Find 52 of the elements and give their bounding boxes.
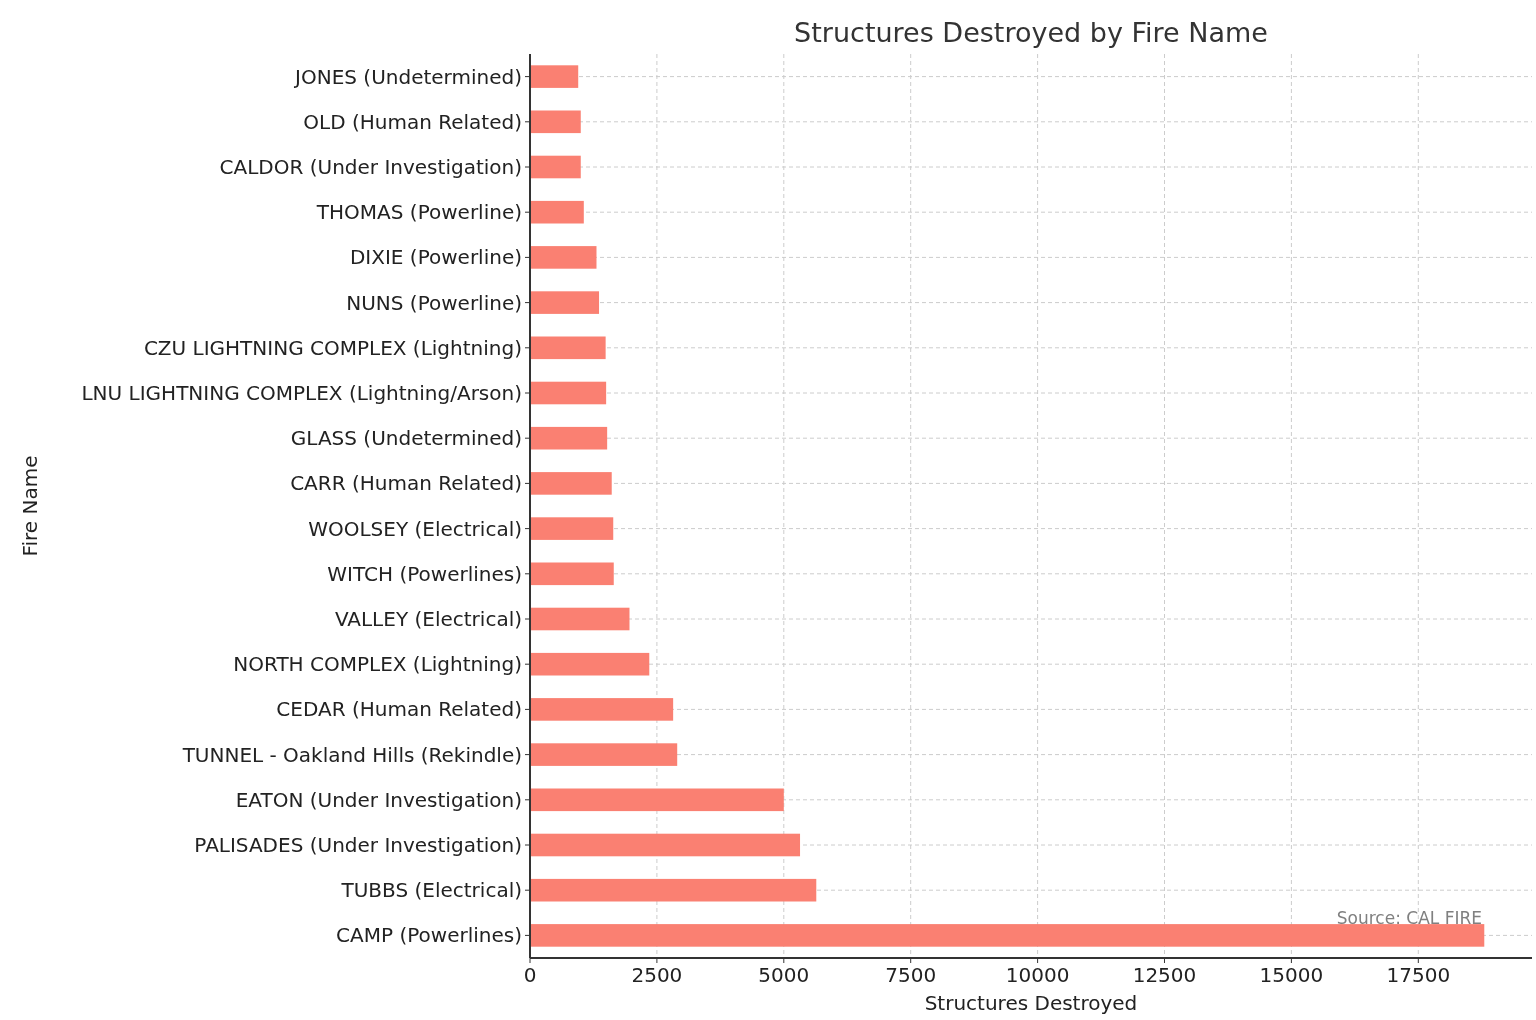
x-tick-label: 10000 [1005,963,1070,987]
x-tick-label: 17500 [1386,963,1451,987]
bar [530,743,678,766]
y-tick-label: CARR (Human Related) [290,471,522,496]
y-tick-label: WOOLSEY (Electrical) [308,516,522,541]
bar [530,833,801,857]
y-tick-label: TUBBS (Electrical) [340,878,522,903]
bar [530,110,581,134]
y-tick-label: GLASS (Undetermined) [290,426,522,451]
y-tick-label: OLD (Human Related) [303,109,522,134]
bar [530,878,817,902]
bar [530,698,674,721]
bar [530,517,614,540]
chart-title: Structures Destroyed by Fire Name [794,17,1268,48]
bar [530,607,630,631]
y-axis-title: Fire Name [18,455,42,557]
y-tick-label: CALDOR (Under Investigation) [219,155,522,179]
x-tick-label: 0 [523,963,537,987]
y-tick-label: LNU LIGHTNING COMPLEX (Lightning/Arson) [81,381,522,405]
y-tick-label: EATON (Under Investigation) [235,787,522,812]
y-tick-label: WITCH (Powerlines) [327,561,522,586]
x-tick-label: 15000 [1259,963,1324,987]
bar [530,200,584,224]
bar [530,788,784,812]
x-tick-label: 2500 [631,963,683,987]
x-tick-label: 7500 [885,963,937,987]
bar [530,381,607,405]
bar [530,924,1485,947]
y-tick-label: TUNNEL - Oakland Hills (Rekindle) [181,742,522,767]
y-tick-label: CZU LIGHTNING COMPLEX (Lightning) [143,335,522,360]
bar [530,652,650,676]
y-tick-label: VALLEY (Electrical) [334,607,522,631]
bar [530,562,614,586]
y-tick-label: DIXIE (Powerline) [349,245,522,270]
bar [530,426,608,450]
annotation: Source: CAL FIRE [1336,908,1482,928]
y-tick-label: NORTH COMPLEX (Lightning) [233,652,522,677]
bar [530,472,612,495]
bar [530,65,579,88]
x-tick-label: 5000 [758,963,810,987]
y-tick-label: CAMP (Powerlines) [336,923,522,948]
y-tick-label: JONES (Undetermined) [293,64,522,89]
x-tick-label: 12500 [1132,963,1197,987]
bar [530,155,581,179]
y-tick-label: NUNS (Powerline) [346,290,522,315]
y-tick-label: CEDAR (Human Related) [276,697,522,722]
bar [530,246,597,269]
bar [530,291,600,314]
x-axis-title: Structures Destroyed [924,991,1138,1015]
y-tick-label: THOMAS (Powerline) [315,200,522,225]
y-tick-label: PALISADES (Under Investigation) [194,833,522,857]
bar [530,336,606,360]
